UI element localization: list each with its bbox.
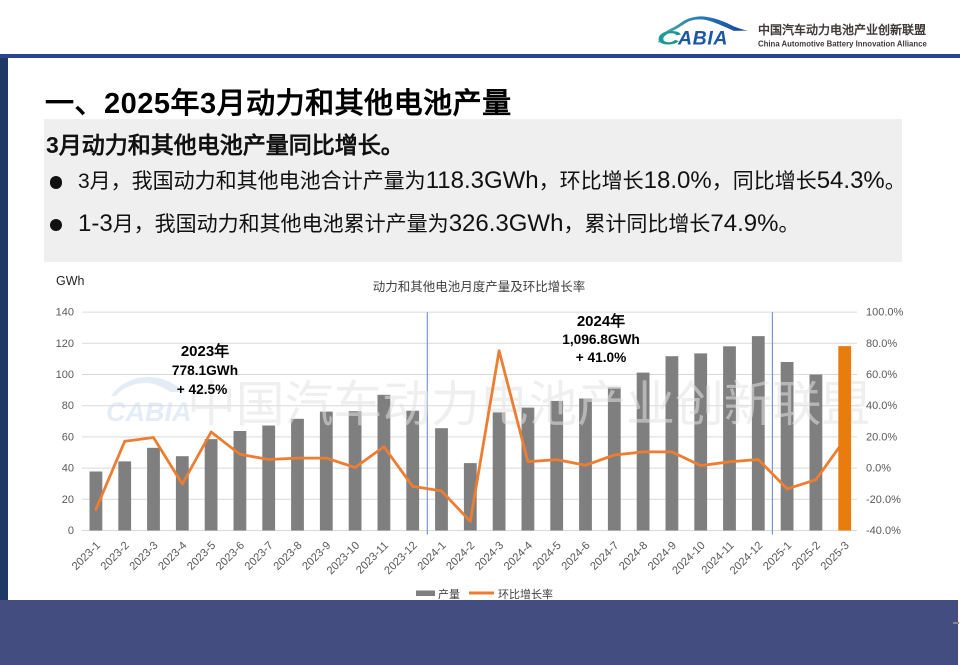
svg-text:20.0%: 20.0%	[866, 431, 897, 443]
svg-text:140: 140	[56, 307, 74, 319]
svg-text:2024-3: 2024-3	[473, 540, 506, 573]
svg-text:China Automotive Battery Innov: China Automotive Battery Innovation Alli…	[758, 40, 927, 49]
svg-text:2025-2: 2025-2	[790, 540, 823, 573]
svg-text:2023年: 2023年	[181, 342, 229, 360]
svg-text:2023-6: 2023-6	[214, 540, 247, 573]
svg-text:2023-4: 2023-4	[156, 540, 189, 573]
svg-text:2025-3: 2025-3	[819, 540, 852, 573]
svg-text:2024-2: 2024-2	[444, 540, 477, 573]
svg-text:2024-4: 2024-4	[502, 540, 535, 573]
svg-text:2025-1: 2025-1	[761, 540, 794, 573]
svg-text:+ 41.0%: + 41.0%	[576, 350, 627, 365]
svg-text:60.0%: 60.0%	[866, 369, 897, 381]
svg-text:2024-7: 2024-7	[588, 540, 621, 573]
svg-text:+ 42.5%: + 42.5%	[177, 382, 228, 397]
svg-text:120: 120	[56, 338, 74, 350]
svg-text:2024-5: 2024-5	[531, 540, 564, 573]
svg-text:2024-1: 2024-1	[415, 540, 448, 573]
svg-text:60: 60	[62, 431, 74, 443]
svg-text:100: 100	[56, 369, 74, 381]
svg-text:2024年: 2024年	[577, 312, 625, 330]
svg-text:ABIA: ABIA	[677, 28, 728, 50]
svg-text:0.0%: 0.0%	[866, 463, 891, 475]
svg-text:20: 20	[62, 494, 74, 506]
svg-text:40: 40	[62, 463, 74, 475]
svg-text:产量: 产量	[438, 587, 460, 601]
svg-text:-40.0%: -40.0%	[866, 525, 901, 537]
svg-text:中国汽车动力电池产业创新联盟: 中国汽车动力电池产业创新联盟	[187, 378, 870, 432]
svg-text:动力和其他电池月度产量及环比增长率: 动力和其他电池月度产量及环比增长率	[373, 279, 586, 294]
svg-text:2023-5: 2023-5	[185, 540, 218, 573]
svg-text:2023-8: 2023-8	[271, 540, 304, 573]
svg-text:40.0%: 40.0%	[866, 400, 897, 412]
svg-text:80: 80	[62, 400, 74, 412]
svg-text:GWh: GWh	[56, 274, 85, 288]
svg-text:2023-3: 2023-3	[127, 540, 160, 573]
svg-text:778.1GWh: 778.1GWh	[172, 363, 238, 378]
svg-text:2023-2: 2023-2	[99, 540, 132, 573]
svg-text:C: C	[657, 28, 681, 49]
svg-text:2023-7: 2023-7	[243, 540, 276, 573]
svg-text:0: 0	[68, 525, 74, 537]
svg-text:中国汽车动力电池产业创新联盟: 中国汽车动力电池产业创新联盟	[758, 22, 926, 37]
svg-text:1,096.8GWh: 1,096.8GWh	[562, 332, 640, 347]
svg-text:环比增长率: 环比增长率	[498, 587, 553, 601]
svg-text:2024-8: 2024-8	[617, 540, 650, 573]
svg-text:-20.0%: -20.0%	[866, 494, 901, 506]
svg-text:2023-1: 2023-1	[70, 540, 103, 573]
svg-text:80.0%: 80.0%	[866, 338, 897, 350]
svg-text:CABIA: CABIA	[106, 397, 192, 427]
svg-text:100.0%: 100.0%	[866, 307, 904, 319]
svg-text:2024-6: 2024-6	[559, 540, 592, 573]
